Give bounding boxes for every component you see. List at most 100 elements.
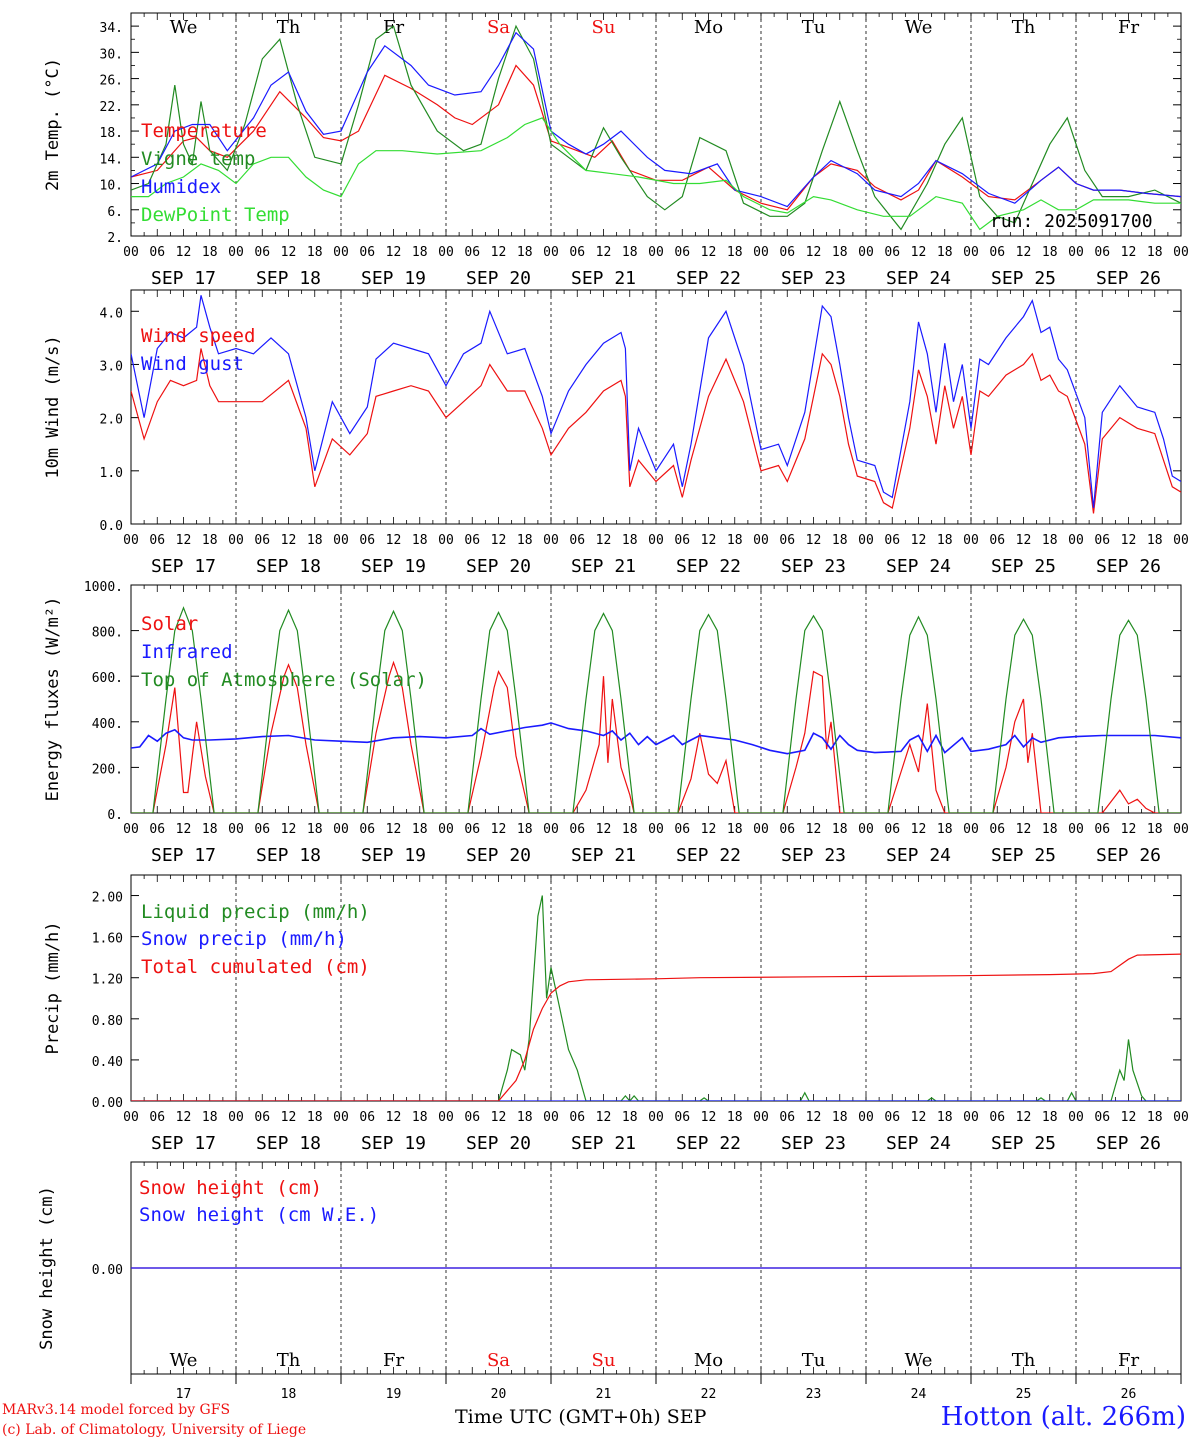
hour-tick-label: 12	[701, 1110, 717, 1125]
day-abbr: Th	[277, 17, 301, 38]
y-tick-label: 0.00	[92, 1096, 123, 1111]
hour-tick-label: 18	[937, 245, 953, 260]
hour-tick-label: 18	[622, 533, 638, 548]
date-label: SEP 25	[991, 1133, 1056, 1154]
hour-tick-label: 06	[1094, 533, 1110, 548]
panel-wind: 0.0 1.0 2.0 3.0 4.0 10m Wind (m/s) 00 06 12 18 00 0…	[43, 289, 1189, 577]
day-number: 25	[1016, 1387, 1032, 1402]
panel-snow: 0.00 Snow height (cm) Snow height (cm) Snow…	[37, 1161, 1182, 1375]
series-line-vigne-temp	[131, 24, 1181, 231]
hour-tick-label: 06	[359, 822, 375, 837]
day-abbr: Mo	[694, 1350, 723, 1371]
date-label: SEP 25	[991, 845, 1056, 866]
y-tick-label: 0.	[107, 808, 123, 823]
date-label: SEP 22	[676, 1133, 741, 1154]
hour-tick-label: 12	[281, 822, 297, 837]
date-label: SEP 23	[781, 556, 846, 577]
hour-tick-label: 06	[254, 1110, 270, 1125]
y-axis-label: Energy fluxes (W/m²)	[43, 597, 63, 802]
hour-tick-label: 06	[884, 1110, 900, 1125]
day-number: 19	[386, 1387, 402, 1402]
hour-tick-label: 12	[386, 245, 402, 260]
hour-tick-label: 00	[543, 533, 559, 548]
hour-tick-label: 06	[569, 822, 585, 837]
hour-tick-label: 00	[648, 245, 664, 260]
day-abbr: Fr	[383, 1350, 404, 1371]
date-label: SEP 26	[1096, 556, 1161, 577]
hour-tick-label: 00	[648, 533, 664, 548]
hour-tick-label: 00	[123, 533, 139, 548]
date-label: SEP 19	[361, 556, 426, 577]
hour-tick-label: 00	[438, 822, 454, 837]
hour-tick-label: 12	[281, 1110, 297, 1125]
date-label: SEP 17	[151, 556, 216, 577]
day-abbr: Su	[592, 1350, 616, 1371]
hour-tick-label: 06	[884, 245, 900, 260]
panel-temp: 2. 6. 10. 14. 18. 22. 26. 30. 34. 2m Temp. (°C) 00…	[43, 12, 1189, 289]
date-label: SEP 24	[886, 845, 951, 866]
hour-tick-label: 18	[1147, 533, 1163, 548]
day-abbr: Sa	[487, 17, 510, 38]
hour-tick-label: 12	[701, 533, 717, 548]
legend-entry: Vigne temp	[141, 148, 255, 170]
hour-tick-label: 12	[596, 1110, 612, 1125]
hour-tick-label: 06	[254, 245, 270, 260]
y-axis-label: 10m Wind (m/s)	[43, 335, 63, 478]
hour-tick-label: 12	[911, 533, 927, 548]
hour-tick-label: 18	[307, 822, 323, 837]
hour-tick-label: 12	[176, 1110, 192, 1125]
hour-tick-label: 00	[1068, 533, 1084, 548]
day-abbr: Tu	[802, 1350, 826, 1371]
hour-tick-label: 12	[911, 822, 927, 837]
hour-tick-label: 18	[517, 822, 533, 837]
hour-tick-label: 18	[937, 1110, 953, 1125]
hour-tick-label: 12	[911, 1110, 927, 1125]
hour-tick-label: 00	[858, 1110, 874, 1125]
hour-tick-label: 12	[281, 533, 297, 548]
day-abbr: We	[905, 17, 933, 38]
hour-tick-label: 12	[596, 822, 612, 837]
series-line-solar	[131, 660, 1181, 813]
y-axis-label: 2m Temp. (°C)	[43, 58, 63, 191]
hour-tick-label: 00	[438, 533, 454, 548]
date-label: SEP 21	[571, 845, 636, 866]
hour-tick-label: 06	[569, 533, 585, 548]
hour-tick-label: 00	[1173, 1110, 1189, 1125]
y-tick-label: 1.20	[92, 973, 123, 988]
y-tick-label: 26.	[100, 74, 123, 89]
hour-tick-label: 18	[832, 822, 848, 837]
y-axis-label: Precip (mm/h)	[43, 921, 63, 1054]
legend-entry: Infrared	[141, 641, 233, 663]
date-label: SEP 17	[151, 268, 216, 289]
hour-tick-label: 00	[228, 533, 244, 548]
series-line-infrared	[131, 722, 1181, 755]
hour-tick-label: 12	[386, 533, 402, 548]
hour-tick-label: 00	[1173, 245, 1189, 260]
hour-tick-label: 00	[333, 533, 349, 548]
hour-tick-label: 00	[123, 245, 139, 260]
date-label: SEP 19	[361, 845, 426, 866]
date-label: SEP 18	[256, 845, 321, 866]
date-label: SEP 19	[361, 268, 426, 289]
legend-entry: Total cumulated (cm)	[141, 956, 370, 978]
hour-tick-label: 18	[307, 1110, 323, 1125]
date-label: SEP 23	[781, 845, 846, 866]
series-line-wind-speed	[131, 348, 1181, 514]
day-abbr: We	[170, 1350, 198, 1371]
date-label: SEP 24	[886, 268, 951, 289]
hour-tick-label: 06	[989, 822, 1005, 837]
y-tick-label: 0.40	[92, 1055, 123, 1070]
panel-energy: 0. 200. 400. 600. 800. 1000. Energy fluxes (W/…	[43, 580, 1189, 866]
y-tick-label: 1.60	[92, 932, 123, 947]
hour-tick-label: 06	[569, 245, 585, 260]
date-label: SEP 23	[781, 268, 846, 289]
hour-tick-label: 12	[1016, 1110, 1032, 1125]
date-label: SEP 18	[256, 268, 321, 289]
hour-tick-label: 00	[753, 822, 769, 837]
day-abbr: Su	[592, 17, 616, 38]
series-line-temperature	[131, 64, 1181, 211]
y-tick-label: 14.	[100, 152, 123, 167]
day-number: 26	[1121, 1387, 1137, 1402]
y-tick-label: 2.00	[92, 891, 123, 906]
legend-entry: Wind speed	[141, 325, 255, 347]
